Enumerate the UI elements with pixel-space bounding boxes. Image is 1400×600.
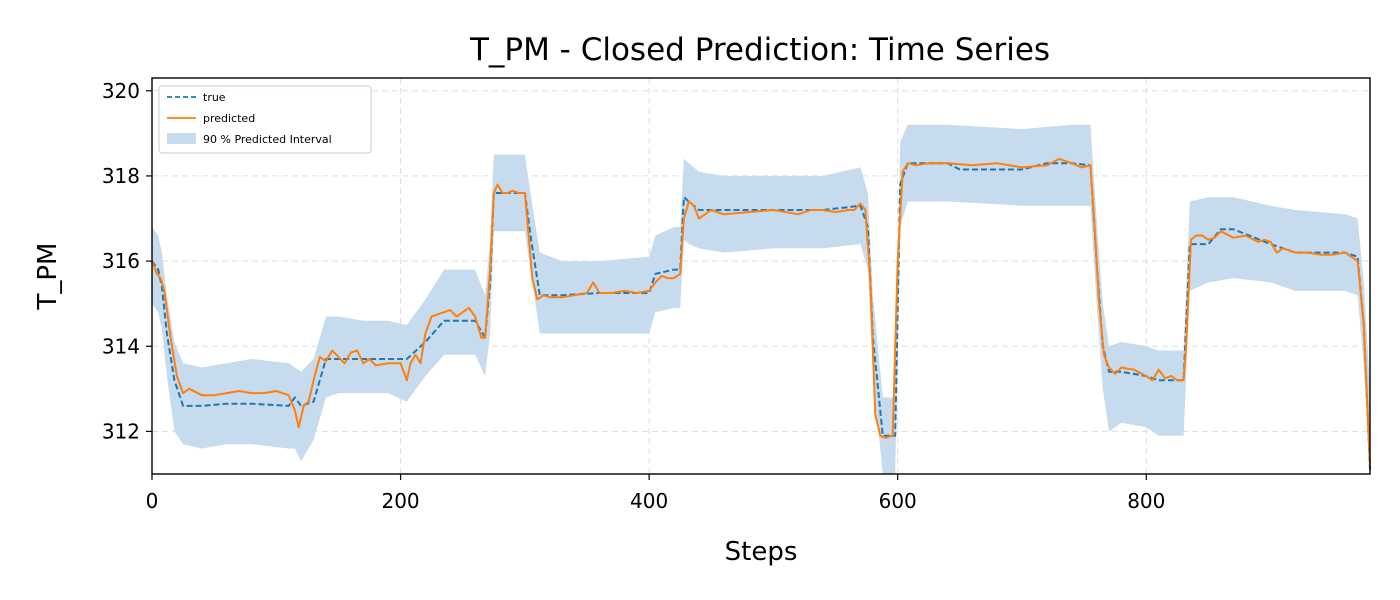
- x-tick-label: 400: [630, 489, 668, 513]
- interval-band: [152, 124, 1370, 475]
- y-tick-label: 316: [102, 249, 140, 273]
- x-tick-label: 0: [146, 489, 159, 513]
- x-axis-ticks: 0 200 400 600 800: [146, 474, 1165, 513]
- y-axis-label: T_PM: [33, 243, 63, 311]
- x-axis-label: Steps: [725, 537, 798, 567]
- y-tick-label: 314: [102, 334, 140, 358]
- y-tick-label: 312: [102, 419, 140, 443]
- x-tick-label: 600: [879, 489, 917, 513]
- legend: true predicted 90 % Predicted Interval: [158, 85, 372, 154]
- legend-true-label: true: [203, 91, 226, 104]
- y-tick-label: 318: [102, 164, 140, 188]
- y-tick-label: 320: [102, 79, 140, 103]
- x-tick-label: 800: [1127, 489, 1165, 513]
- interval-band-area: [152, 124, 1370, 475]
- chart-title: T_PM - Closed Prediction: Time Series: [469, 32, 1050, 68]
- legend-predicted-label: predicted: [203, 112, 255, 125]
- legend-box: [158, 85, 372, 154]
- y-axis-ticks: 312 314 316 318 320: [102, 79, 152, 443]
- legend-interval-label: 90 % Predicted Interval: [203, 133, 332, 146]
- legend-interval-swatch: [167, 133, 196, 144]
- series-lines: [151, 157, 1371, 470]
- plot-frame: [151, 77, 1371, 475]
- series-line-predicted: [151, 157, 1371, 466]
- x-tick-label: 200: [381, 489, 419, 513]
